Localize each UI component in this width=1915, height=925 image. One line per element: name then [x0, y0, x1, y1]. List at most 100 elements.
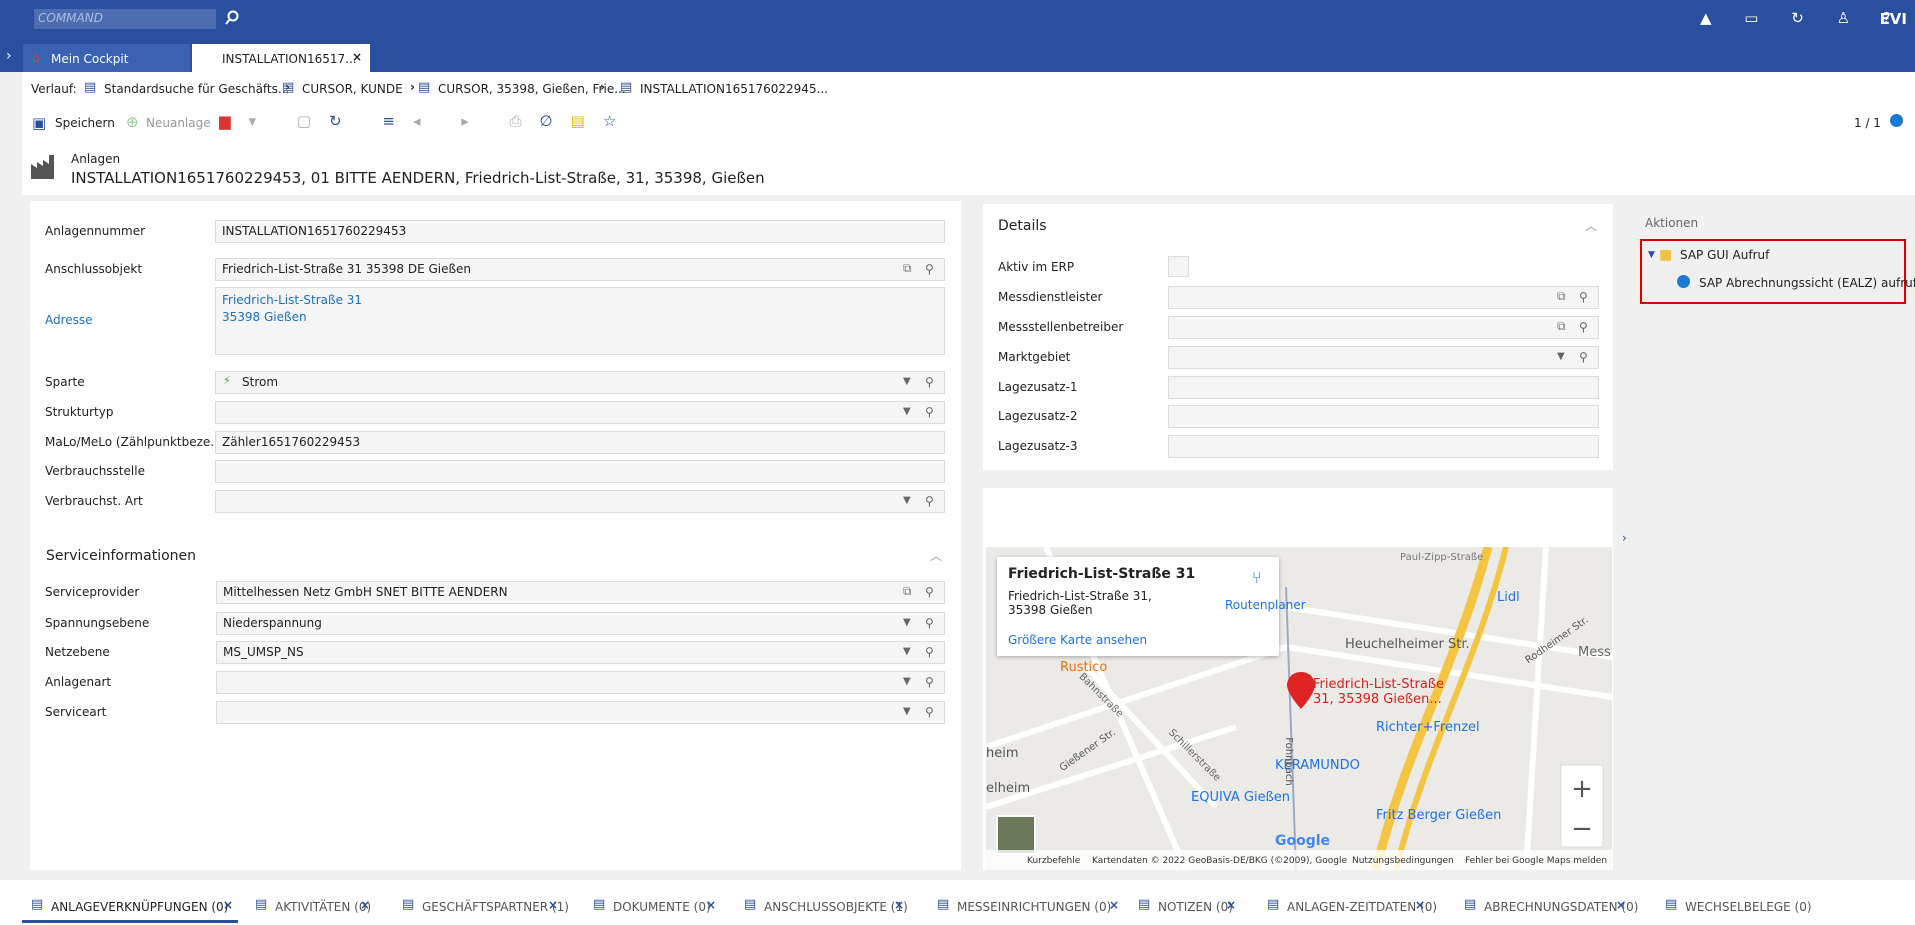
tab-label[interactable]: INSTALLATION16517...: [222, 52, 357, 66]
breadcrumb-item[interactable]: CURSOR, KUNDE: [302, 82, 403, 96]
breadcrumb-item[interactable]: Standardsuche für Geschäfts...: [104, 82, 290, 96]
save-button[interactable]: Speichern: [55, 116, 115, 130]
field-input[interactable]: [1168, 376, 1599, 399]
tab-close[interactable]: ×: [223, 898, 234, 912]
search-button[interactable]: ⚲: [925, 262, 934, 276]
field-input[interactable]: [215, 490, 945, 513]
info-icon[interactable]: [1890, 114, 1903, 127]
dropdown-button[interactable]: ▼: [903, 676, 911, 687]
field-input[interactable]: [1168, 405, 1599, 428]
field-input[interactable]: [215, 287, 945, 355]
field-input[interactable]: [1168, 435, 1599, 458]
field-value[interactable]: Niederspannung: [223, 616, 322, 630]
field-value[interactable]: Friedrich-List-Straße 31 35398 DE Gießen: [222, 262, 472, 276]
map-footer[interactable]: Fehler bei Google Maps melden: [1465, 856, 1608, 866]
map-footer[interactable]: Nutzungsbedingungen: [1352, 856, 1454, 866]
command-input[interactable]: [34, 9, 216, 29]
search-icon[interactable]: [224, 10, 240, 26]
tab-close[interactable]: ×: [352, 50, 363, 64]
tab-close[interactable]: ×: [706, 898, 717, 912]
bottom-tab[interactable]: WECHSELBELEGE (0): [1685, 900, 1812, 914]
search-button[interactable]: ⚲: [925, 705, 934, 719]
dropdown-button[interactable]: ▼: [903, 495, 911, 506]
search-button[interactable]: ⚲: [925, 645, 934, 659]
search-button[interactable]: ⚲: [925, 585, 934, 599]
bottom-tab[interactable]: ANSCHLUSSOBJEKTE (1): [764, 900, 908, 914]
bottom-tab[interactable]: ANLAGEN-ZEITDATEN (0): [1287, 900, 1438, 914]
breadcrumb-item[interactable]: CURSOR, 35398, Gießen, Frie...: [438, 82, 626, 96]
nav-arrow[interactable]: ›: [6, 48, 12, 64]
address-line[interactable]: Friedrich-List-Straße 31: [222, 293, 363, 307]
dropdown-button[interactable]: ▼: [903, 706, 911, 717]
collapse-icon[interactable]: ︿: [1585, 219, 1598, 233]
bottom-tab[interactable]: ANLAGEVERKNÜPFUNGEN (0): [51, 900, 229, 914]
breadcrumb-item[interactable]: INSTALLATION165176022945...: [640, 82, 829, 96]
tab-close[interactable]: ×: [1415, 898, 1426, 912]
tree-toggle[interactable]: ▼: [1648, 250, 1655, 260]
search-button[interactable]: ⚲: [1579, 320, 1588, 334]
tab[interactable]: [23, 44, 190, 72]
open-button[interactable]: ⧉: [1557, 319, 1566, 333]
top-icons[interactable]: ▲ ▭ ↻ ♙ ? ⏻: [1700, 9, 1915, 27]
tab-close[interactable]: ×: [360, 898, 371, 912]
field-input[interactable]: [1168, 286, 1599, 309]
new-button[interactable]: Neuanlage: [146, 116, 211, 130]
field-input[interactable]: [1168, 346, 1599, 369]
action-folder[interactable]: SAP GUI Aufruf: [1680, 248, 1770, 262]
tab-close[interactable]: ×: [548, 898, 559, 912]
dropdown-button[interactable]: ▼: [1557, 351, 1565, 362]
tab-active[interactable]: [192, 44, 370, 72]
search-button[interactable]: ⚲: [925, 375, 934, 389]
action-item[interactable]: SAP Abrechnungssicht (EALZ) aufrufen: [1699, 276, 1915, 290]
field-value[interactable]: INSTALLATION1651760229453: [222, 224, 407, 238]
field-input[interactable]: [215, 220, 945, 243]
address-line[interactable]: 35398 Gießen: [222, 310, 307, 324]
bottom-tab[interactable]: DOKUMENTE (0): [613, 900, 711, 914]
field-value[interactable]: Mittelhessen Netz GmbH SNET BITTE AENDER…: [223, 585, 508, 599]
tab-close[interactable]: ×: [1109, 898, 1120, 912]
collapse-icon[interactable]: ︿: [930, 549, 943, 563]
search-button[interactable]: ⚲: [1579, 290, 1588, 304]
field-input[interactable]: [216, 701, 945, 724]
expand-arrow[interactable]: ›: [1622, 531, 1627, 545]
search-button[interactable]: ⚲: [925, 494, 934, 508]
open-button[interactable]: ⧉: [903, 584, 912, 598]
field-input[interactable]: [216, 612, 945, 635]
field-input[interactable]: [215, 371, 945, 394]
field-input[interactable]: [215, 401, 945, 424]
dropdown-button[interactable]: ▼: [903, 646, 911, 657]
bottom-tab[interactable]: NOTIZEN (0): [1158, 900, 1233, 914]
tab-close[interactable]: ×: [1226, 898, 1237, 912]
search-button[interactable]: ⚲: [925, 675, 934, 689]
open-button[interactable]: ⧉: [903, 261, 912, 275]
dropdown-button[interactable]: ▼: [903, 406, 911, 417]
field-input[interactable]: [215, 460, 945, 483]
open-button[interactable]: ⧉: [1557, 289, 1566, 303]
tab-close[interactable]: ×: [894, 898, 905, 912]
search-button[interactable]: ⚲: [925, 405, 934, 419]
map[interactable]: +−: [986, 547, 1612, 870]
field-input[interactable]: [216, 671, 945, 694]
bottom-tab[interactable]: MESSEINRICHTUNGEN (0): [957, 900, 1112, 914]
tab-label[interactable]: Mein Cockpit: [51, 52, 129, 66]
field-input[interactable]: [216, 641, 945, 664]
field-input[interactable]: [215, 431, 945, 454]
map-route[interactable]: Routenplaner: [1225, 598, 1306, 612]
field-value[interactable]: Strom: [242, 375, 279, 389]
search-button[interactable]: ⚲: [1579, 350, 1588, 364]
map-link[interactable]: Größere Karte ansehen: [1008, 633, 1148, 647]
bottom-tab[interactable]: AKTIVITÄTEN (0): [275, 900, 372, 914]
field-value[interactable]: MS_UMSP_NS: [223, 645, 304, 659]
dropdown-button[interactable]: ▼: [903, 376, 911, 387]
tab-close[interactable]: ×: [1616, 898, 1627, 912]
bottom-tab[interactable]: ABRECHNUNGSDATEN (0): [1484, 900, 1639, 914]
search-button[interactable]: ⚲: [925, 616, 934, 630]
field-value[interactable]: Zähler1651760229453: [222, 435, 361, 449]
toolbar-icons[interactable]: ▆▾ ▢↻ ≡◂ ▸ ⎙∅▤☆: [219, 112, 635, 130]
bottom-tab[interactable]: GESCHÄFTSPARTNER (1): [422, 900, 569, 914]
field-input[interactable]: [1168, 316, 1599, 339]
field-input[interactable]: [216, 581, 945, 604]
checkbox[interactable]: [1168, 256, 1189, 277]
field-input[interactable]: [215, 258, 945, 281]
dropdown-button[interactable]: ▼: [903, 617, 911, 628]
